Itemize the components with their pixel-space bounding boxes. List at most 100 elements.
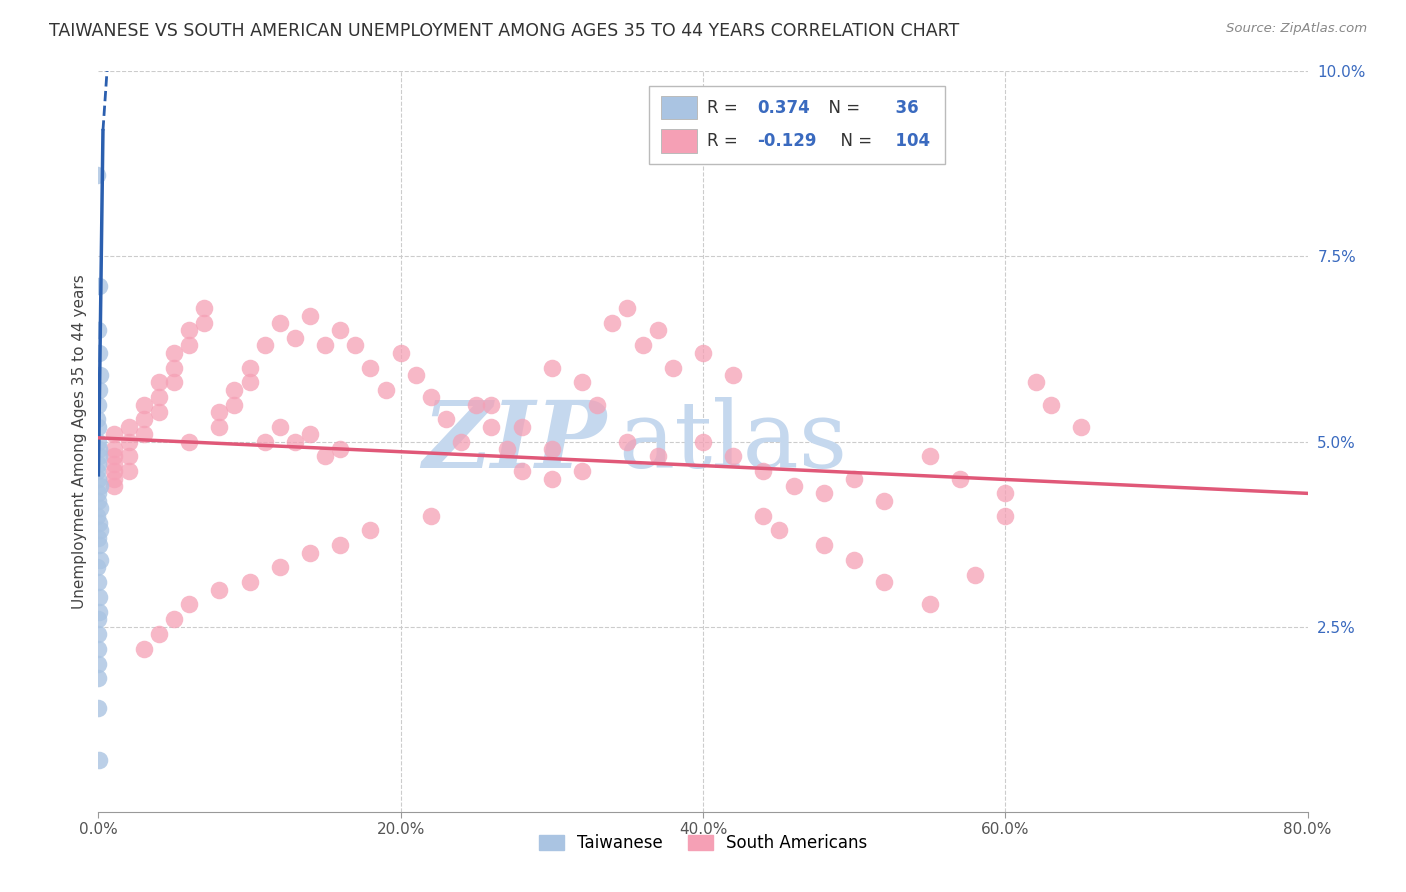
Point xyxy=(495,442,517,456)
Point xyxy=(87,472,110,486)
Point xyxy=(299,309,322,323)
Point xyxy=(87,612,110,626)
Point xyxy=(179,434,201,449)
Point xyxy=(87,442,110,456)
Point xyxy=(89,524,111,538)
Point xyxy=(586,398,609,412)
Point xyxy=(540,360,562,375)
Point xyxy=(87,575,110,590)
Point xyxy=(118,434,141,449)
Text: N =: N = xyxy=(818,99,865,117)
Point xyxy=(103,457,125,471)
Point xyxy=(918,450,941,464)
Point xyxy=(87,641,110,656)
Point xyxy=(329,442,352,456)
Point xyxy=(193,316,215,330)
Point xyxy=(179,598,201,612)
Point xyxy=(434,412,457,426)
Point xyxy=(87,672,110,686)
Point xyxy=(571,376,593,390)
Point xyxy=(87,457,110,471)
Point xyxy=(89,368,111,382)
Point xyxy=(994,486,1017,500)
Point xyxy=(752,508,775,523)
Text: 0.374: 0.374 xyxy=(758,99,810,117)
Point xyxy=(208,405,231,419)
Point xyxy=(148,390,170,404)
Point xyxy=(86,486,108,500)
Point xyxy=(1070,419,1092,434)
Point xyxy=(481,398,503,412)
Point xyxy=(602,316,624,330)
Point xyxy=(510,464,533,478)
Point xyxy=(844,472,866,486)
Point xyxy=(949,472,972,486)
Point xyxy=(873,575,896,590)
Point xyxy=(179,324,201,338)
Point xyxy=(89,590,111,604)
Point xyxy=(179,338,201,352)
Point xyxy=(89,479,111,493)
Point xyxy=(783,479,806,493)
Point xyxy=(89,553,111,567)
Point xyxy=(692,345,714,359)
Text: atlas: atlas xyxy=(619,397,848,486)
FancyBboxPatch shape xyxy=(648,87,945,164)
Point xyxy=(87,605,110,619)
Point xyxy=(86,168,108,182)
Point xyxy=(86,560,108,574)
Point xyxy=(86,627,108,641)
Point xyxy=(768,524,790,538)
Point xyxy=(86,508,108,523)
Point xyxy=(103,427,125,442)
Point xyxy=(360,524,382,538)
Point xyxy=(89,501,111,516)
Point xyxy=(374,383,396,397)
Point xyxy=(87,493,110,508)
Point xyxy=(132,412,155,426)
Point xyxy=(571,464,593,478)
Point xyxy=(86,531,108,545)
Point xyxy=(420,508,443,523)
Point xyxy=(86,464,108,478)
Point xyxy=(329,538,352,552)
Point xyxy=(193,301,215,316)
Point xyxy=(631,338,654,352)
Point xyxy=(87,657,110,671)
Point xyxy=(163,612,186,626)
Point xyxy=(752,464,775,478)
Text: -0.129: -0.129 xyxy=(758,132,817,150)
Point xyxy=(118,464,141,478)
Point xyxy=(465,398,488,412)
Point xyxy=(918,598,941,612)
Point xyxy=(481,419,503,434)
Point xyxy=(87,434,110,449)
Point xyxy=(269,316,291,330)
Point xyxy=(616,301,638,316)
Point xyxy=(87,516,110,530)
Point xyxy=(813,486,835,500)
Point xyxy=(148,627,170,641)
Text: 104: 104 xyxy=(884,132,931,150)
Point xyxy=(360,360,382,375)
Point xyxy=(132,427,155,442)
Point xyxy=(87,419,110,434)
Y-axis label: Unemployment Among Ages 35 to 44 years: Unemployment Among Ages 35 to 44 years xyxy=(72,274,87,609)
Point xyxy=(103,472,125,486)
Text: 36: 36 xyxy=(884,99,920,117)
Point xyxy=(118,450,141,464)
Point xyxy=(103,479,125,493)
Point xyxy=(813,538,835,552)
Point xyxy=(647,324,669,338)
Point xyxy=(420,390,443,404)
Point xyxy=(994,508,1017,523)
Point xyxy=(692,434,714,449)
Point xyxy=(723,368,745,382)
Point xyxy=(87,383,110,397)
Point xyxy=(89,279,111,293)
Point xyxy=(284,434,307,449)
Point xyxy=(540,442,562,456)
Point xyxy=(87,701,110,715)
Text: R =: R = xyxy=(707,99,742,117)
FancyBboxPatch shape xyxy=(661,95,697,120)
